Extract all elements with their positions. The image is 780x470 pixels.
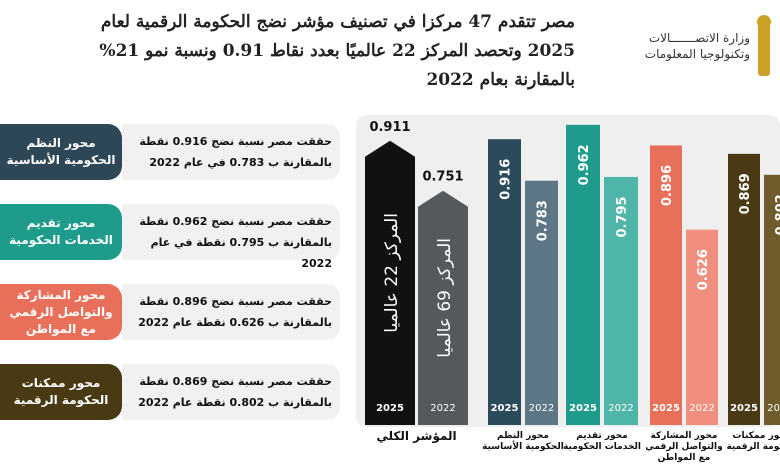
value-label: 0.896	[660, 165, 675, 206]
logo-line: وتكنولوجيا المعلومات	[644, 47, 750, 61]
year-label: 2022	[529, 403, 554, 414]
value-label: 0.802	[774, 194, 780, 235]
title: مصر تتقدم 47 مركزا في تصنيف مؤشر نضج الح…	[15, 8, 575, 95]
value-label: 0.869	[738, 173, 753, 214]
card-pill: محور ممكنات الحكومة الرقمية	[0, 364, 122, 420]
card-pill: محور المشاركة والتواصل الرقمي مع المواطن	[0, 284, 122, 340]
card-line: حققت مصر نسبة نضج 0.916 نقطة	[139, 135, 332, 148]
card-line: بالمقارنة ب 0.795 نقطة في عام 2022	[150, 236, 332, 270]
card-line: حققت مصر نسبة نضج 0.896 نقطة	[139, 295, 332, 308]
value-label: 0.962	[577, 144, 592, 185]
year-label: 2022	[430, 403, 455, 414]
card-line: بالمقارنة ب 0.802 نقطة عام 2022	[138, 396, 332, 409]
card-pill: محور النظم الحكومية الأساسية	[0, 124, 122, 180]
card-line: حققت مصر نسبة نضج 0.962 نقطة	[139, 215, 332, 228]
year-label: 2025	[491, 403, 519, 414]
x-tick-label: المؤشر الكلي	[376, 429, 457, 443]
value-label: 0.911	[369, 120, 410, 135]
value-label: 0.795	[615, 196, 630, 237]
bar	[566, 124, 600, 425]
bar	[525, 180, 558, 425]
year-label: 2025	[376, 403, 404, 414]
title-line: مصر تتقدم 47 مركزا في تصنيف مؤشر نضج الح…	[100, 12, 575, 32]
card-line: حققت مصر نسبة نضج 0.869 نقطة	[139, 375, 332, 388]
bar	[764, 174, 780, 425]
title-line: بالمقارنة بعام 2022	[426, 70, 575, 90]
value-label: 0.783	[536, 200, 551, 241]
value-label: 0.626	[696, 249, 711, 290]
logo-line: وزارة الاتصـــــــالات	[648, 31, 750, 45]
bar	[686, 229, 718, 425]
year-label: 2022	[608, 403, 633, 414]
x-tick-label: محور ممكنات الحكومة الرقمية	[726, 431, 780, 452]
title-line: 2025 وتحصد المركز 22 عالميًا بعدد نقاط 0…	[99, 41, 575, 61]
value-label: 0.916	[499, 159, 514, 200]
card-text: حققت مصر نسبة نضج 0.962 نقطة بالمقارنة ب …	[122, 204, 340, 270]
card-text: حققت مصر نسبة نضج 0.896 نقطة بالمقارنة ب …	[122, 284, 340, 340]
card-line: بالمقارنة ب 0.626 نقطة عام 2022	[138, 316, 332, 329]
card-pill: محور تقديم الخدمات الحكومية	[0, 204, 122, 260]
year-label: 2022	[767, 403, 780, 414]
x-tick-label: محور المشاركة والتواصل الرقمي مع المواطن	[645, 431, 723, 463]
card-text: حققت مصر نسبة نضج 0.869 نقطة بالمقارنة ب …	[122, 364, 340, 420]
x-tick-label: محور تقديم الخدمات الحكومية	[563, 431, 641, 452]
value-label: 0.751	[422, 170, 463, 185]
card-text: حققت مصر نسبة نضج 0.916 نقطة بالمقارنة ب …	[122, 124, 340, 180]
year-label: 2025	[652, 403, 680, 414]
card-line: بالمقارنة ب 0.783 في عام 2022	[149, 156, 332, 169]
year-label: 2025	[569, 403, 597, 414]
x-tick-label: محور النظم الحكومية الأساسية	[482, 431, 564, 452]
bar	[728, 153, 760, 425]
year-label: 2025	[730, 403, 758, 414]
bar	[650, 145, 682, 425]
bar	[604, 176, 638, 425]
bar	[418, 190, 468, 425]
bar	[488, 139, 521, 425]
bar	[365, 140, 415, 425]
year-label: 2022	[689, 403, 714, 414]
rank-label: المركز 22 عالميا	[382, 213, 402, 333]
logo-emblem	[757, 15, 771, 76]
logo-text: وزارة الاتصـــــــالات وتكنولوجيا المعلو…	[610, 30, 750, 62]
rank-label: المركز 69 عالميا	[435, 238, 455, 358]
